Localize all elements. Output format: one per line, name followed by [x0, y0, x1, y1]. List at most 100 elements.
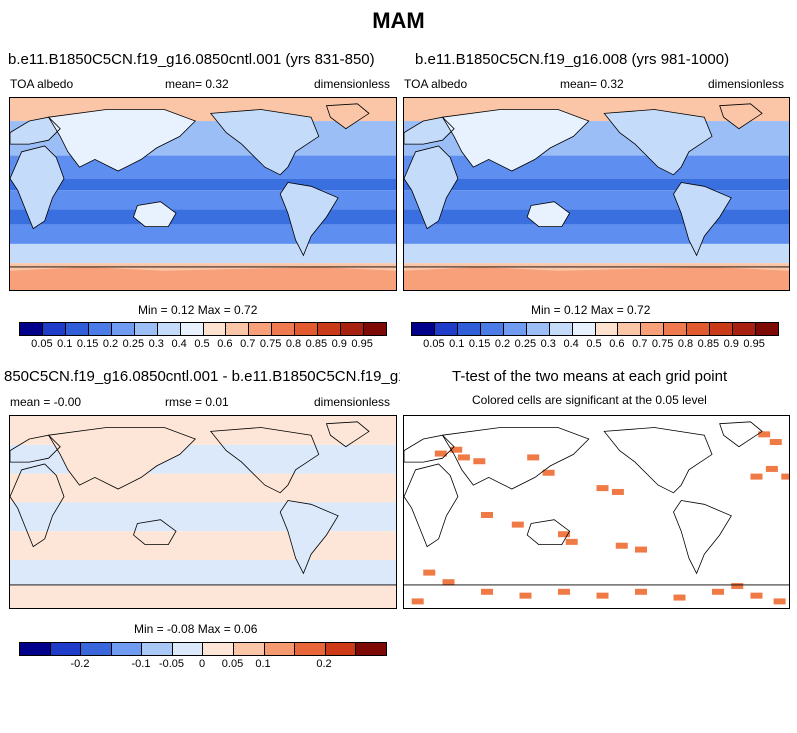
- significant-cell: [481, 512, 493, 518]
- colorbar-box: [710, 323, 734, 335]
- colorbar-tick-label: 0.4: [171, 338, 187, 350]
- significant-cell: [527, 454, 540, 461]
- colorbar-tick-label: 0.8: [285, 338, 302, 350]
- albedo-band: [10, 531, 396, 560]
- colorbar-box: [295, 323, 319, 335]
- colorbar-box: [364, 323, 386, 335]
- significant-cell: [769, 439, 782, 446]
- panel2-title: b.e11.B1850C5CN.f19_g16.008 (yrs 981-100…: [415, 51, 730, 68]
- colorbar-box: [226, 323, 250, 335]
- colorbar-box: [641, 323, 665, 335]
- colorbar-box: [457, 323, 481, 335]
- albedo-band: [10, 560, 396, 585]
- colorbar-tick-label: 0.95: [743, 338, 765, 350]
- coastline-namer: [603, 109, 713, 176]
- coastline-africa: [404, 463, 459, 548]
- colorbar-box: [503, 323, 527, 335]
- colorbar-box: [264, 643, 296, 655]
- panel2-mean: mean= 0.32: [560, 77, 624, 91]
- colorbar-tick-label: 0.2: [494, 338, 511, 350]
- coastline-greenland: [719, 421, 763, 448]
- colorbar-box: [172, 643, 204, 655]
- colorbar-tick-label: 0.05: [423, 338, 445, 350]
- colorbar-tick-label: 0.25: [122, 338, 145, 350]
- significant-cell: [558, 588, 570, 595]
- colorbar-tick-label: 0.75: [651, 338, 674, 350]
- colorbar-tick-label: 0.95: [351, 338, 373, 350]
- colorbar-box: [134, 323, 158, 335]
- significant-cell: [423, 569, 436, 576]
- land-australia: [133, 201, 176, 227]
- colorbar-box: [203, 643, 235, 655]
- panel3-units: dimensionless: [314, 395, 391, 409]
- coastline-samer: [279, 500, 339, 575]
- significant-cell: [673, 594, 686, 601]
- colorbar-tick-label: 0.3: [148, 338, 164, 350]
- albedo-band: [10, 155, 396, 179]
- albedo-band: [404, 243, 789, 264]
- coastline-asia: [47, 109, 197, 172]
- colorbar-box: [618, 323, 642, 335]
- panel1-map: [9, 97, 397, 291]
- panel1-variable: TOA albedo: [10, 77, 74, 91]
- significant-cell: [481, 588, 493, 595]
- colorbar-box: [356, 643, 386, 655]
- albedo-band: [10, 224, 396, 244]
- panel1-colorbar: [19, 322, 387, 336]
- colorbar-tick-label: 0.1: [449, 338, 465, 350]
- colorbar-box: [341, 323, 365, 335]
- colorbar-tick-label: 0.05: [31, 338, 53, 350]
- colorbar-tick-label: 0.2: [102, 338, 119, 350]
- colorbar-tick-label: 0.25: [514, 338, 537, 350]
- colorbar-box: [526, 323, 550, 335]
- land-asia: [442, 109, 589, 171]
- colorbar-box: [272, 323, 296, 335]
- panel1-albedo-map: [10, 98, 396, 290]
- colorbar-box: [180, 323, 204, 335]
- panel4-map: [403, 415, 790, 609]
- coastline-africa: [404, 145, 459, 230]
- colorbar-box: [249, 323, 273, 335]
- panel2-colorbar: [411, 322, 779, 336]
- colorbar-tick-label: 0.4: [563, 338, 579, 350]
- colorbar-box: [20, 643, 51, 655]
- colorbar-box: [20, 323, 43, 335]
- colorbar-tick-label: 0.85: [697, 338, 720, 350]
- significant-cell: [758, 431, 771, 438]
- panel4-subtitle: Colored cells are significant at the 0.0…: [472, 393, 707, 407]
- land-africa: [10, 146, 64, 229]
- significant-cell: [434, 450, 447, 457]
- colorbar-tick-label: 0.5: [586, 338, 602, 350]
- significant-cell: [635, 546, 647, 553]
- coastline-europe: [10, 116, 61, 145]
- significant-cell: [596, 485, 609, 492]
- colorbar-box: [42, 323, 66, 335]
- colorbar-box: [88, 323, 112, 335]
- colorbar-tick-label: 0.7: [240, 338, 256, 350]
- albedo-band: [10, 190, 396, 210]
- colorbar-box: [65, 323, 89, 335]
- colorbar-box: [157, 323, 181, 335]
- coastline-samer: [673, 500, 732, 575]
- land-australia: [527, 201, 570, 227]
- albedo-band: [404, 224, 789, 244]
- panel2-albedo-map: [404, 98, 789, 290]
- colorbar-box: [295, 643, 326, 655]
- significant-cell: [731, 583, 744, 590]
- significant-cell: [473, 458, 486, 465]
- colorbar-box: [318, 323, 342, 335]
- coastline-europe: [10, 434, 61, 463]
- panel4-title: T-test of the two means at each grid poi…: [452, 368, 728, 385]
- panel2-variable: TOA albedo: [404, 77, 468, 91]
- colorbar-tick-label: 0.75: [259, 338, 282, 350]
- figure-title: MAM: [372, 8, 425, 33]
- colorbar-box: [142, 643, 173, 655]
- panel3-map: [9, 415, 397, 609]
- albedo-band: [10, 209, 396, 225]
- panel1-units: dimensionless: [314, 77, 391, 91]
- colorbar-tick-label: 0.3: [540, 338, 556, 350]
- significant-cell: [450, 446, 463, 453]
- albedo-band: [10, 243, 396, 264]
- colorbar-tick-label: -0.1: [131, 658, 151, 670]
- colorbar-tick-label: 0.15: [468, 338, 491, 350]
